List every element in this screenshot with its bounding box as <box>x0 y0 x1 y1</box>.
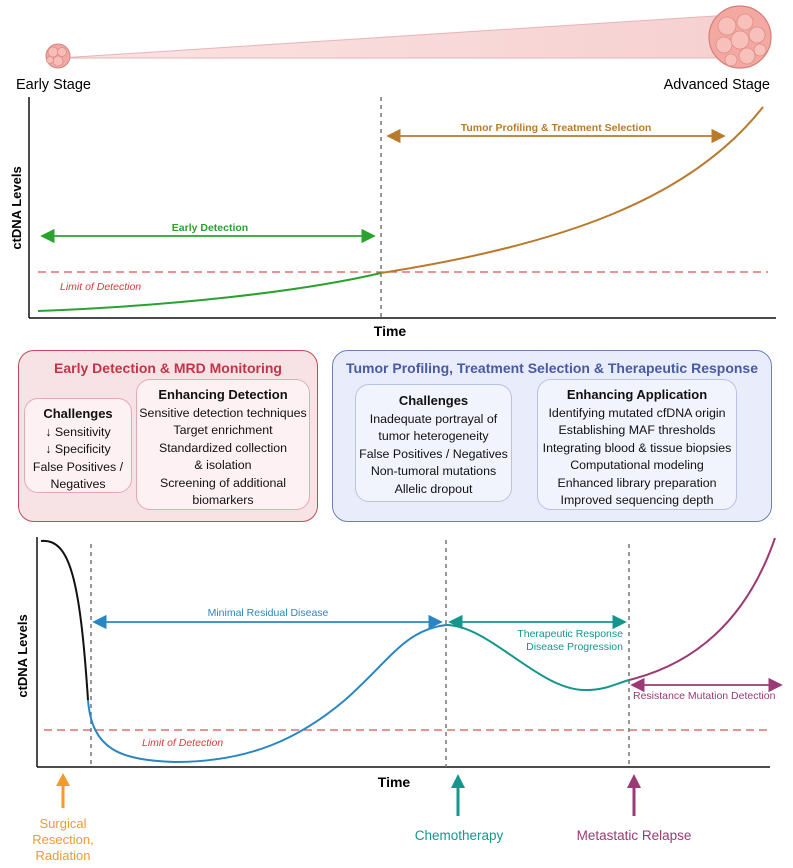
red-challenges-item: ↓ Sensitivity <box>45 424 111 439</box>
bottom-curve-blue <box>87 624 447 764</box>
top-y-label: ctDNA Levels <box>9 166 24 249</box>
bottom-limit-label: Limit of Detection <box>142 737 223 749</box>
surgical-line-3: Radiation <box>36 848 91 863</box>
chemo-arrow-head-icon <box>451 774 465 788</box>
blue-challenges-item: Inadequate portrayal of <box>369 411 498 426</box>
blue-enhancing-title: Enhancing Application <box>566 387 708 402</box>
mrd-label: Minimal Residual Disease <box>208 607 329 619</box>
red-challenges-item: False Positives / <box>32 459 124 474</box>
bottom-chart: ctDNA Levels Time Limit of Detection Min… <box>15 537 783 790</box>
blue-enhancing-item: Improved sequencing depth <box>560 493 714 507</box>
blue-challenges-box: Challenges Inadequate portrayal of tumor… <box>355 384 512 502</box>
chemo-label: Chemotherapy <box>415 828 504 843</box>
advanced-stage-label: Advanced Stage <box>664 77 770 93</box>
red-enhancing-item: Target enrichment <box>173 423 273 437</box>
top-curve-green <box>37 272 382 312</box>
red-enhancing-item: Screening of additional <box>159 475 287 490</box>
blue-challenges-item: Allelic dropout <box>394 481 473 496</box>
tumor-profiling-label: Tumor Profiling & Treatment Selection <box>461 122 652 134</box>
bottom-x-label: Time <box>378 774 411 790</box>
blue-enhancing-item: Establishing MAF thresholds <box>558 423 716 437</box>
blue-enhancing-item: Enhanced library preparation <box>557 475 717 490</box>
bottom-curve-black <box>40 539 89 701</box>
tumor-profiling-title: Tumor Profiling, Treatment Selection & T… <box>345 360 759 376</box>
top-x-label: Time <box>374 323 407 339</box>
surgical-event: Surgical Resection, Radiation <box>32 773 94 863</box>
early-detection-mrd-title: Early Detection & MRD Monitoring <box>54 360 282 376</box>
red-challenges-box: Challenges ↓ Sensitivity ↓ Specificity F… <box>24 398 132 493</box>
blue-enhancing-item: Identifying mutated cfDNA origin <box>548 405 726 420</box>
blue-enhancing-item: Integrating blood & tissue biopsies <box>542 440 732 455</box>
red-challenges-title: Challenges <box>43 406 113 421</box>
blue-enhancing-item: Computational modeling <box>570 458 704 472</box>
red-enhancing-item: biomarkers <box>192 493 254 507</box>
surgical-line-2: Resection, <box>32 832 93 847</box>
blue-challenges-title: Challenges <box>398 393 469 408</box>
blue-challenges-item: False Positives / Negatives <box>359 446 508 461</box>
top-limit-label: Limit of Detection <box>60 281 141 293</box>
bottom-curve-teal <box>445 624 630 692</box>
top-curve-brown <box>380 106 764 274</box>
early-stage-label: Early Stage <box>16 77 91 93</box>
tumor-progression-wedge <box>59 13 746 59</box>
red-enhancing-box: Enhancing Detection Sensitive detection … <box>136 379 310 510</box>
early-detection-label: Early Detection <box>172 222 248 234</box>
blue-challenges-item: tumor heterogeneity <box>378 429 489 443</box>
blue-enhancing-box: Enhancing Application Identifying mutate… <box>537 379 737 510</box>
chemo-event: Chemotherapy <box>415 774 504 843</box>
therapeutic-label: Therapeutic Response <box>517 628 623 640</box>
bottom-y-label: ctDNA Levels <box>15 614 30 697</box>
progression-label: Disease Progression <box>526 641 623 653</box>
red-enhancing-title: Enhancing Detection <box>158 387 288 402</box>
red-enhancing-item: & isolation <box>194 458 252 472</box>
relapse-arrow-head-icon <box>627 774 641 788</box>
small-tumor-icon <box>45 43 71 69</box>
blue-challenges-item: Non-tumoral mutations <box>370 464 497 478</box>
relapse-label: Metastatic Relapse <box>577 828 692 843</box>
resistance-label: Resistance Mutation Detection <box>633 690 776 702</box>
top-chart: ctDNA Levels Time Limit of Detection Ear… <box>9 97 776 339</box>
red-challenges-item: Negatives <box>50 477 106 491</box>
surgical-arrow-head-icon <box>56 773 70 786</box>
red-enhancing-item: Sensitive detection techniques <box>139 405 307 420</box>
large-tumor-icon <box>708 5 772 69</box>
red-enhancing-item: Standardized collection <box>158 440 288 455</box>
relapse-event: Metastatic Relapse <box>577 774 692 843</box>
bottom-curve-purple <box>628 537 776 681</box>
red-challenges-item: ↓ Specificity <box>45 442 111 456</box>
surgical-line-1: Surgical <box>40 816 87 831</box>
